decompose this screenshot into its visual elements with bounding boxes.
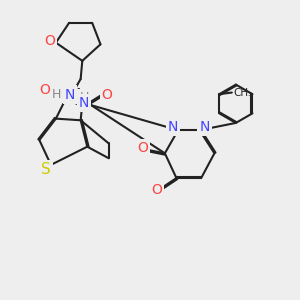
Text: H: H bbox=[52, 88, 62, 101]
Text: O: O bbox=[137, 141, 148, 155]
Text: CH₃: CH₃ bbox=[233, 88, 253, 98]
Text: O: O bbox=[151, 183, 162, 197]
Text: O: O bbox=[40, 82, 50, 97]
Text: N: N bbox=[199, 120, 210, 134]
Text: N: N bbox=[79, 96, 89, 110]
Text: N: N bbox=[168, 120, 178, 134]
Text: O: O bbox=[44, 34, 56, 48]
Text: H: H bbox=[79, 91, 88, 104]
Text: S: S bbox=[41, 162, 51, 177]
Text: O: O bbox=[102, 88, 112, 101]
Text: N: N bbox=[65, 88, 75, 101]
